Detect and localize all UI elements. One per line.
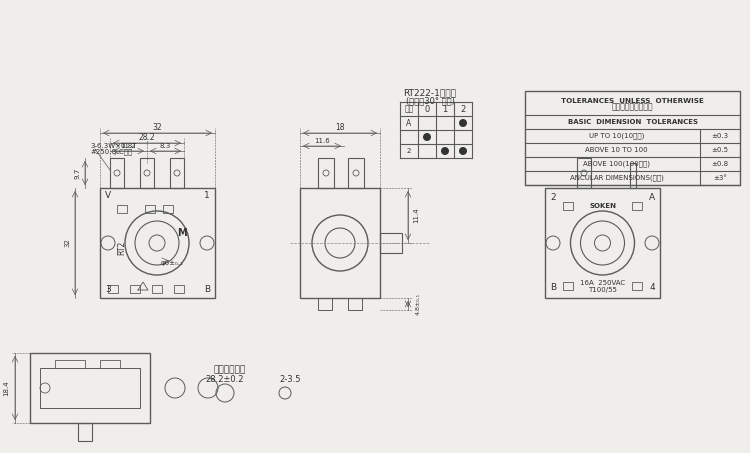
Text: 4: 4 <box>650 284 655 293</box>
Bar <box>108 285 118 293</box>
Text: 0: 0 <box>424 105 430 114</box>
Bar <box>545 188 660 298</box>
Bar <box>100 360 120 368</box>
Text: 2: 2 <box>460 105 466 114</box>
Circle shape <box>459 147 467 155</box>
Bar <box>40 368 140 408</box>
Text: B: B <box>204 285 210 294</box>
Bar <box>630 163 636 188</box>
Text: 9.7: 9.7 <box>75 167 81 178</box>
Text: TOLERANCES  UNLESS  OTHERWISE: TOLERANCES UNLESS OTHERWISE <box>561 98 704 104</box>
Bar <box>577 158 591 188</box>
Text: 32: 32 <box>153 124 162 132</box>
Bar <box>563 282 573 290</box>
Text: ABOVE 100(100以上): ABOVE 100(100以上) <box>583 161 650 167</box>
Bar <box>163 205 173 213</box>
Bar <box>117 205 127 213</box>
Text: φ6±₀.₁: φ6±₀.₁ <box>160 260 183 266</box>
Text: ±3°: ±3° <box>713 175 727 181</box>
Circle shape <box>423 133 431 141</box>
Text: 2: 2 <box>550 193 556 202</box>
Bar <box>632 282 642 290</box>
Text: 8.3: 8.3 <box>159 143 170 149</box>
Text: 11.4: 11.4 <box>413 207 419 223</box>
Text: A: A <box>649 193 655 202</box>
Text: 32: 32 <box>64 239 70 247</box>
Text: 2-3.5: 2-3.5 <box>279 376 301 385</box>
Text: A: A <box>406 119 412 127</box>
Text: M: M <box>177 228 187 238</box>
Circle shape <box>459 119 467 127</box>
Bar <box>30 353 150 423</box>
Text: 11.2: 11.2 <box>120 143 136 149</box>
Text: 1: 1 <box>204 192 210 201</box>
Text: ANCULAR DIMENSIONS(角度): ANCULAR DIMENSIONS(角度) <box>569 175 664 181</box>
Text: 2: 2 <box>406 148 411 154</box>
Text: 28.2: 28.2 <box>139 134 155 143</box>
Circle shape <box>441 147 449 155</box>
Bar <box>380 233 402 253</box>
Text: 4.8±₀.₁: 4.8±₀.₁ <box>416 293 421 315</box>
Text: ±0.5: ±0.5 <box>712 147 728 153</box>
Text: 11.6: 11.6 <box>314 138 330 144</box>
Text: B: B <box>550 284 556 293</box>
Text: UP TO 10(10以下): UP TO 10(10以下) <box>589 133 644 140</box>
Bar <box>55 360 85 368</box>
Text: 3: 3 <box>105 285 111 294</box>
Bar <box>318 298 332 310</box>
Text: 3-6.3W×0.8T: 3-6.3W×0.8T <box>90 143 136 149</box>
Text: 16A  250VAC: 16A 250VAC <box>580 280 625 286</box>
Bar <box>152 285 162 293</box>
Text: ±0.3: ±0.3 <box>712 133 728 139</box>
Text: BASIC  DIMENSION  TOLERANCES: BASIC DIMENSION TOLERANCES <box>568 119 698 125</box>
Bar <box>300 188 380 298</box>
Bar <box>100 188 215 298</box>
Text: ABOVE 10 TO 100: ABOVE 10 TO 100 <box>585 147 648 153</box>
Bar <box>130 285 140 293</box>
Text: ±0.8: ±0.8 <box>712 161 728 167</box>
Bar <box>525 91 740 185</box>
Bar <box>318 158 334 188</box>
Text: 未指定容许尺寸公差: 未指定容许尺寸公差 <box>612 102 653 111</box>
Bar <box>563 202 573 210</box>
Text: (顺时针30° 一档): (顺时针30° 一档) <box>406 96 454 106</box>
Text: RT222-1功能图: RT222-1功能图 <box>404 88 457 97</box>
Bar <box>110 158 124 188</box>
Bar <box>170 158 184 188</box>
Bar <box>174 285 184 293</box>
Bar <box>140 158 154 188</box>
Text: SOKEN: SOKEN <box>589 203 616 209</box>
Bar <box>145 205 155 213</box>
Bar <box>78 423 92 441</box>
Text: 1: 1 <box>442 105 448 114</box>
Text: V: V <box>105 192 111 201</box>
Text: 档位: 档位 <box>404 105 414 114</box>
Bar <box>632 202 642 210</box>
Bar <box>348 298 362 310</box>
Text: #250.Q.C端子: #250.Q.C端子 <box>90 149 132 155</box>
Text: 28.2±0.2: 28.2±0.2 <box>206 376 245 385</box>
Text: T100/55: T100/55 <box>588 287 617 293</box>
Text: 安装开孔尺寸: 安装开孔尺寸 <box>214 366 246 375</box>
Bar <box>348 158 364 188</box>
Text: RT2: RT2 <box>118 241 127 255</box>
Text: 18.4: 18.4 <box>3 380 9 396</box>
Text: 18: 18 <box>335 124 345 132</box>
